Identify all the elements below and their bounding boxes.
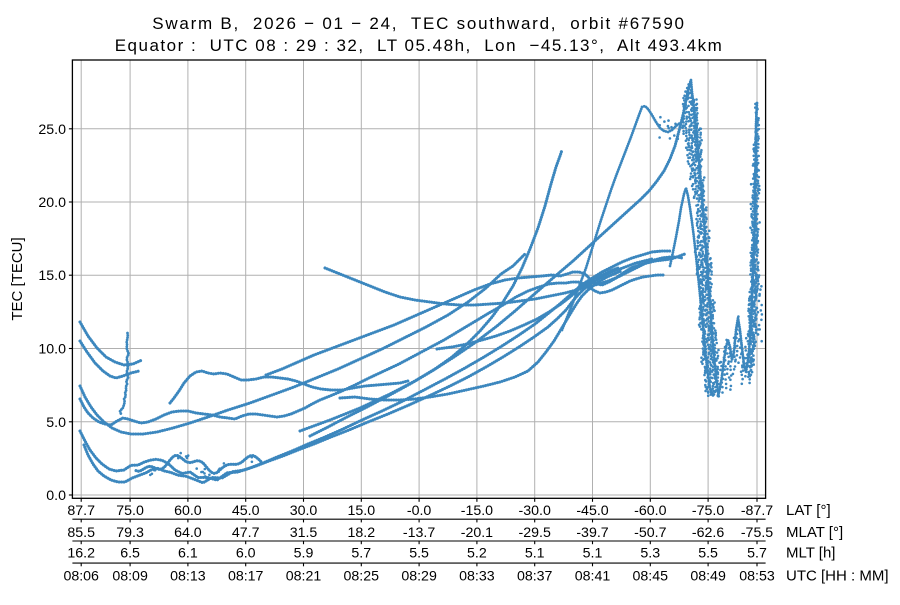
svg-text:LAT [°]: LAT [°] [786,502,831,519]
svg-text:TEC [TECU]: TEC [TECU] [9,237,26,320]
svg-text:08:17: 08:17 [228,568,264,584]
svg-text:-39.7: -39.7 [576,525,608,541]
svg-text:-50.7: -50.7 [634,525,666,541]
svg-text:UTC [HH : MM]: UTC [HH : MM] [786,567,889,584]
svg-text:08:53: 08:53 [739,568,775,584]
svg-text:Equator : UTC 08 : 29 : 32,: Equator : UTC 08 : 29 : 32, LT 05.48h, L… [115,36,724,55]
svg-text:15.0: 15.0 [347,503,375,519]
svg-text:-62.6: -62.6 [692,525,724,541]
svg-text:08:25: 08:25 [344,568,380,584]
svg-text:6.5: 6.5 [120,545,140,561]
svg-text:5.5: 5.5 [409,545,429,561]
svg-text:-13.7: -13.7 [403,525,435,541]
svg-text:-45.0: -45.0 [576,503,608,519]
svg-text:6.1: 6.1 [178,545,198,561]
svg-text:10.0: 10.0 [38,342,66,358]
svg-text:08:21: 08:21 [286,568,322,584]
svg-text:5.0: 5.0 [46,415,66,431]
svg-text:08:29: 08:29 [401,568,437,584]
svg-text:MLAT [°]: MLAT [°] [786,524,843,541]
svg-text:47.7: 47.7 [232,525,260,541]
svg-text:75.0: 75.0 [116,503,144,519]
svg-text:5.1: 5.1 [583,545,603,561]
svg-text:08:13: 08:13 [170,568,206,584]
svg-text:16.2: 16.2 [67,545,95,561]
svg-text:-20.1: -20.1 [461,525,493,541]
svg-text:5.7: 5.7 [747,545,767,561]
svg-text:20.0: 20.0 [38,195,66,211]
svg-text:6.0: 6.0 [236,545,256,561]
svg-text:18.2: 18.2 [347,525,375,541]
svg-text:31.5: 31.5 [290,525,318,541]
svg-text:08:33: 08:33 [459,568,495,584]
svg-text:-60.0: -60.0 [634,503,666,519]
svg-text:45.0: 45.0 [232,503,260,519]
svg-text:0.0: 0.0 [46,488,66,504]
svg-text:5.2: 5.2 [467,545,487,561]
svg-text:5.3: 5.3 [640,545,660,561]
svg-text:08:41: 08:41 [575,568,611,584]
svg-text:-29.5: -29.5 [519,525,551,541]
svg-text:08:09: 08:09 [112,568,148,584]
svg-text:5.5: 5.5 [698,545,718,561]
svg-text:08:06: 08:06 [63,568,99,584]
svg-text:60.0: 60.0 [174,503,202,519]
svg-text:5.1: 5.1 [525,545,545,561]
svg-text:79.3: 79.3 [116,525,144,541]
svg-text:-30.0: -30.0 [519,503,551,519]
svg-text:08:37: 08:37 [517,568,553,584]
svg-text:5.9: 5.9 [294,545,314,561]
svg-text:87.7: 87.7 [67,503,95,519]
svg-text:08:49: 08:49 [690,568,726,584]
svg-text:25.0: 25.0 [38,122,66,138]
svg-text:MLT [h]: MLT [h] [786,544,835,561]
svg-text:-0.0: -0.0 [407,503,432,519]
svg-text:-75.0: -75.0 [692,503,724,519]
svg-text:-15.0: -15.0 [461,503,493,519]
svg-text:15.0: 15.0 [38,268,66,284]
svg-text:85.5: 85.5 [67,525,95,541]
svg-text:5.7: 5.7 [351,545,371,561]
svg-text:08:45: 08:45 [633,568,669,584]
svg-text:-75.5: -75.5 [741,525,773,541]
svg-text:Swarm B, 2026 − 01 − 24, TEC: Swarm B, 2026 − 01 − 24, TEC southward, … [152,14,685,33]
svg-text:64.0: 64.0 [174,525,202,541]
svg-text:30.0: 30.0 [290,503,318,519]
svg-text:-87.7: -87.7 [741,503,773,519]
